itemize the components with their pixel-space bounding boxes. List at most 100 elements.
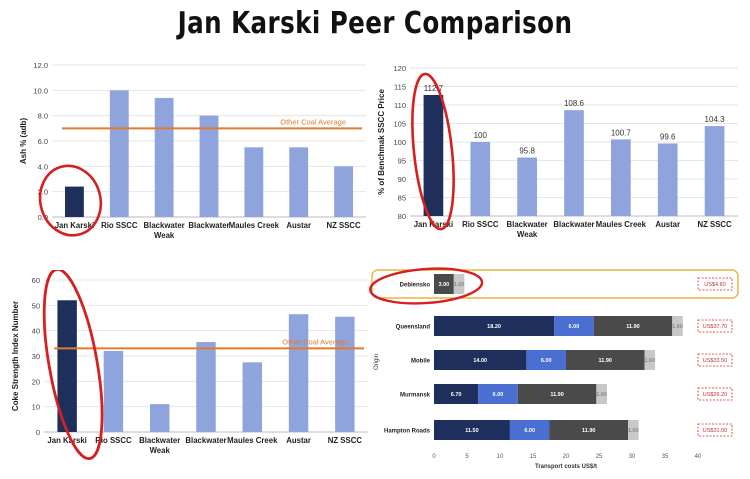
bar [335, 316, 355, 432]
x-tick-label: Blackwater [553, 220, 594, 229]
y-axis-label: Coke Strength Index Number [11, 301, 20, 411]
y-tick-label: 30 [32, 352, 40, 361]
y-tick-label: 4.0 [38, 162, 48, 171]
total-label: US$37.70 [703, 324, 727, 330]
y-tick-label: 120 [393, 64, 406, 73]
x-tick-label: Blackwater [188, 221, 229, 230]
x-tick-label: Austar [286, 436, 311, 445]
y-tick-label: 90 [398, 175, 406, 184]
total-box [697, 387, 733, 401]
stacked-bar-segment [434, 350, 527, 370]
y-tick-label: 0 [36, 428, 40, 437]
category-label: Debiensko [400, 283, 431, 289]
x-tick-label: NZ SSCC [697, 220, 732, 229]
segment-label: 6.00 [541, 358, 552, 364]
y-axis-label: Ash % (adb) [19, 118, 28, 165]
x-tick-label: Blackwater [144, 221, 185, 230]
data-label: 100 [474, 131, 488, 140]
x-tick-label: 20 [563, 454, 570, 460]
x-tick-label: Weak [150, 446, 171, 455]
x-tick-label: Weak [517, 230, 538, 239]
y-tick-label: 95 [398, 157, 406, 166]
ash-chart-panel: 0.0 2.0 4.0 6.0 8.0 10.0 12.0 Ash % (adb) Jan Ka… [10, 55, 372, 245]
x-tick-label: NZ SSCC [328, 436, 363, 445]
bar [65, 186, 84, 217]
bar [611, 139, 631, 216]
stacked-bar-segment [517, 384, 597, 404]
stacked-bar-segment [566, 350, 645, 370]
stacked-bar-segment [434, 274, 454, 294]
bar [704, 126, 725, 216]
y-tick-label: 6.0 [38, 137, 48, 146]
x-tick-label: 5 [465, 454, 469, 460]
segment-label: 6.00 [569, 324, 580, 330]
bar [470, 142, 491, 216]
x-tick-label: Maules Creek [227, 436, 278, 445]
total-label: US$4.60 [704, 282, 725, 288]
stacked-bar-segment [644, 350, 656, 370]
red-circle-annotation [38, 164, 103, 237]
stacked-bar-segment [549, 420, 629, 440]
bar [154, 97, 174, 217]
x-tick-label: NZ SSCC [326, 221, 361, 230]
price-chart-panel: 80 85 90 95 100 105 110 115 120 % of Benchmak SSC… [372, 55, 744, 245]
x-tick-label: 40 [695, 454, 702, 460]
data-label: 104.3 [705, 115, 726, 124]
bar [517, 157, 537, 216]
bar [242, 362, 263, 432]
x-axis-label: Transport costs US$/t [535, 464, 597, 470]
red-circle-annotation [411, 72, 455, 231]
y-tick-label: 110 [394, 101, 406, 110]
x-tick-label: 0 [432, 454, 436, 460]
bar [196, 342, 216, 432]
x-tick-label: Jan Karski [55, 221, 94, 230]
category-label: Queensland [396, 325, 431, 331]
segment-label: 1.60 [628, 428, 639, 434]
stacked-bar-segment [628, 420, 639, 440]
y-tick-label: 0.0 [38, 213, 48, 222]
y-tick-label: 85 [398, 194, 406, 203]
x-tick-label: 35 [662, 454, 669, 460]
segment-label: 14.00 [473, 358, 487, 364]
x-tick-label: Rio SSCC [462, 220, 499, 229]
segment-label: 11.90 [626, 324, 639, 330]
x-tick-label: Rio SSCC [101, 221, 138, 230]
total-box [697, 353, 733, 367]
bar [657, 143, 678, 216]
segment-label: 1.60 [454, 282, 465, 288]
stacked-bar-segment [596, 384, 607, 404]
red-circle-annotation [42, 267, 104, 461]
category-label: Mobile [411, 359, 431, 365]
stacked-bar-segment [478, 384, 518, 404]
x-tick-label: Austar [286, 221, 311, 230]
bar [149, 404, 170, 432]
y-tick-label: 12.0 [33, 61, 48, 70]
y-tick-label: 80 [398, 212, 406, 221]
y-tick-label: 40 [32, 327, 40, 336]
data-label: 100.7 [611, 128, 632, 137]
x-tick-label: Weak [154, 231, 175, 240]
segment-label: 6.00 [524, 428, 535, 434]
x-tick-label: Maules Creek [596, 220, 647, 229]
csn-chart-panel: 0 10 20 30 40 50 60 Coke Strength Index Number J… [10, 267, 372, 470]
bar [564, 110, 584, 216]
bar [334, 166, 353, 217]
stacked-bar-segment [526, 350, 566, 370]
stacked-bar-segment [554, 316, 594, 336]
y-tick-label: 105 [393, 120, 406, 129]
total-box [697, 423, 733, 437]
segment-label: 6.70 [451, 392, 462, 398]
bar [288, 314, 309, 432]
stacked-bar-segment [509, 420, 550, 440]
total-label: US$26.20 [703, 392, 727, 398]
y-tick-label: 8.0 [38, 112, 48, 121]
y-axis-label: % of Benchmak SSCC Price [377, 89, 386, 195]
total-label: US$33.50 [703, 358, 727, 364]
segment-label: 11.90 [582, 428, 595, 434]
stacked-bar-segment [453, 274, 465, 294]
average-line-label: Other Coal Average [282, 337, 348, 346]
x-tick-label: Austar [655, 220, 680, 229]
x-tick-label: 30 [629, 454, 636, 460]
bar [423, 95, 444, 216]
total-box [697, 277, 733, 291]
